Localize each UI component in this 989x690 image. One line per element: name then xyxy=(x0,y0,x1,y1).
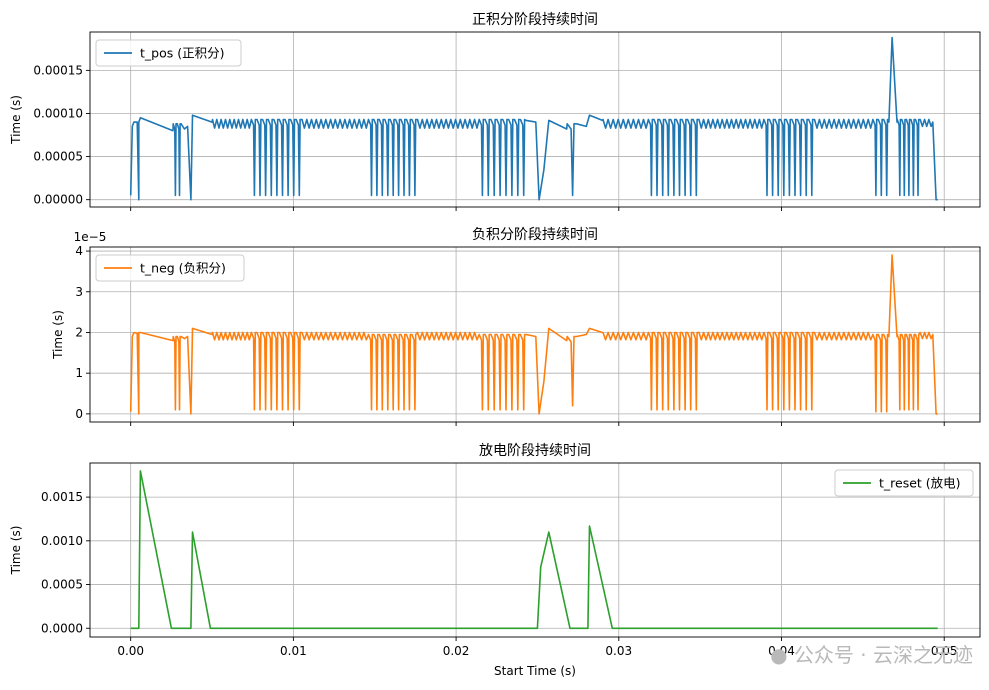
x-tick-label: 0.03 xyxy=(605,644,632,658)
y-tick-label: 0.00005 xyxy=(33,150,83,164)
x-axis-label: Start Time (s) xyxy=(494,664,576,678)
y-axis-label: Time (s) xyxy=(9,95,23,145)
x-tick-label: 0.01 xyxy=(280,644,307,658)
x-tick-label: 0.00 xyxy=(117,644,144,658)
y-tick-label: 0.0010 xyxy=(41,534,83,548)
x-tick-label: 0.02 xyxy=(443,644,470,658)
legend-box xyxy=(95,39,242,67)
y-axis-label: Time (s) xyxy=(51,310,65,360)
y-tick-label: 0.0005 xyxy=(41,578,83,592)
y-tick-label: 1 xyxy=(75,366,83,380)
legend: t_pos (正积分) xyxy=(95,39,242,67)
legend: t_neg (负积分) xyxy=(95,254,245,282)
legend-box xyxy=(95,254,245,282)
offset-text: 1e−5 xyxy=(74,230,107,244)
x-tick-label: 0.04 xyxy=(768,644,795,658)
axes-frame xyxy=(89,31,981,208)
y-tick-label: 0.0015 xyxy=(41,490,83,504)
y-tick-label: 3 xyxy=(75,285,83,299)
x-tick-label: 0.05 xyxy=(931,644,958,658)
y-tick-label: 0.00015 xyxy=(33,63,83,77)
y-tick-label: 0.00000 xyxy=(33,193,83,207)
series-line xyxy=(129,254,938,415)
subplot-3: 0.0000 0.0005 0.0010 0.0015 0.00 0.01 0.02 0.03… xyxy=(9,442,981,678)
legend-box xyxy=(834,469,974,497)
legend-label: t_neg (负积分) xyxy=(140,261,226,276)
watermark: ● 公众号 · 云深之无迹 xyxy=(770,643,973,667)
y-axis-label: Time (s) xyxy=(9,526,23,576)
legend-label: t_pos (正积分) xyxy=(140,46,224,61)
series-line xyxy=(129,36,938,201)
y-tick-label: 2 xyxy=(75,325,83,339)
y-tick-label: 4 xyxy=(75,244,83,258)
y-tick-label: 0.0000 xyxy=(41,621,83,635)
legend: t_reset (放电) xyxy=(834,469,974,497)
y-tick-label: 0 xyxy=(75,407,83,421)
axes-frame xyxy=(89,246,981,423)
wechat-icon: ● xyxy=(770,643,788,667)
axes-frame xyxy=(89,462,981,638)
subplot-title: 放电阶段持续时间 xyxy=(479,442,591,459)
legend-label: t_reset (放电) xyxy=(879,476,961,491)
subplot-title: 负积分阶段持续时间 xyxy=(472,226,598,243)
subplot-1: 0.00000 0.00005 0.00010 0.00015 正积分阶段持续时间 Tim… xyxy=(9,11,981,211)
subplot-2: 0 1 2 3 4 负积分阶段持续时间 Time (s) 1e−5 t_neg (负积分) xyxy=(51,226,981,426)
subplot-title: 正积分阶段持续时间 xyxy=(472,11,598,28)
y-tick-label: 0.00010 xyxy=(33,106,83,120)
series-line xyxy=(130,470,938,630)
